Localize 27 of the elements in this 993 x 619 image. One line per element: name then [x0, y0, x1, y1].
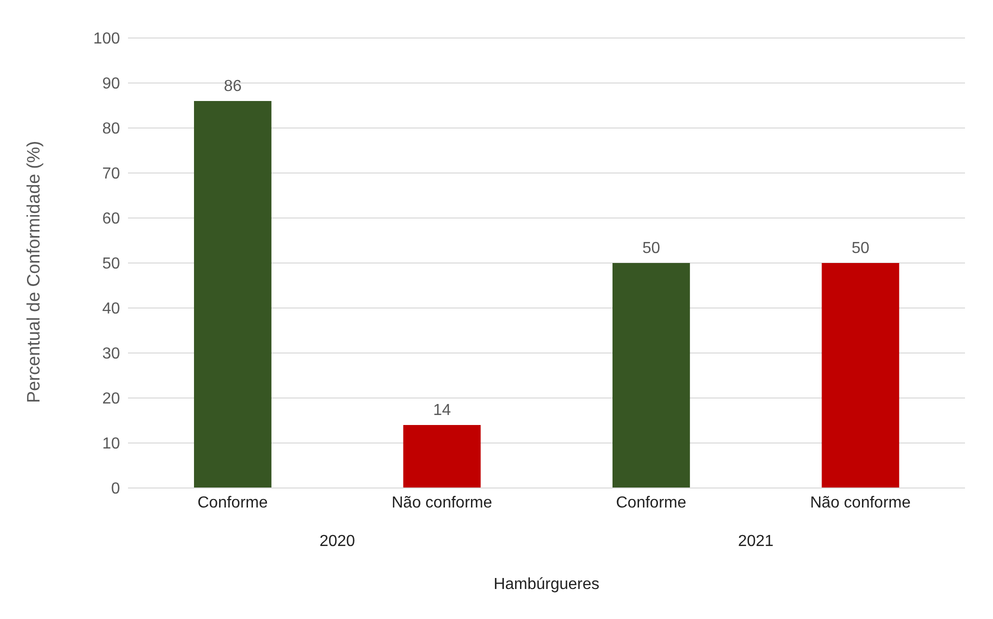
y-tick-label: 30: [102, 346, 120, 363]
data-label: 50: [852, 240, 870, 257]
y-tick-label: 80: [102, 120, 120, 138]
text: 2020: [318, 533, 356, 551]
y-tick-label: 70: [102, 166, 120, 183]
data-label: 50: [642, 240, 660, 257]
bar: [403, 425, 481, 488]
y-axis-title: Percentual de Conformidade (%): [23, 140, 44, 403]
x-tick-label: Conforme: [616, 494, 686, 512]
y-tick-label: 100: [93, 30, 120, 48]
bar: [194, 101, 272, 488]
y-tick-label: 0: [111, 480, 120, 498]
bar: [612, 263, 690, 488]
y-tick-label: 60: [102, 210, 120, 228]
x-tick-label: Conforme: [198, 494, 268, 512]
y-tick-label: 20: [102, 390, 120, 408]
text: 2021: [736, 533, 775, 551]
data-label: 86: [224, 78, 242, 95]
data-label: 14: [433, 402, 451, 419]
y-tick-label: 90: [102, 76, 120, 93]
x-tick-label: Não conforme: [810, 494, 911, 512]
x-axis-title: Hambúrgueres: [492, 576, 600, 594]
y-tick-label: 10: [102, 436, 120, 453]
y-tick-label: 50: [102, 256, 120, 273]
bar: [822, 263, 900, 488]
x-tick-label: Não conforme: [392, 494, 492, 512]
y-tick-label: 40: [102, 300, 120, 318]
